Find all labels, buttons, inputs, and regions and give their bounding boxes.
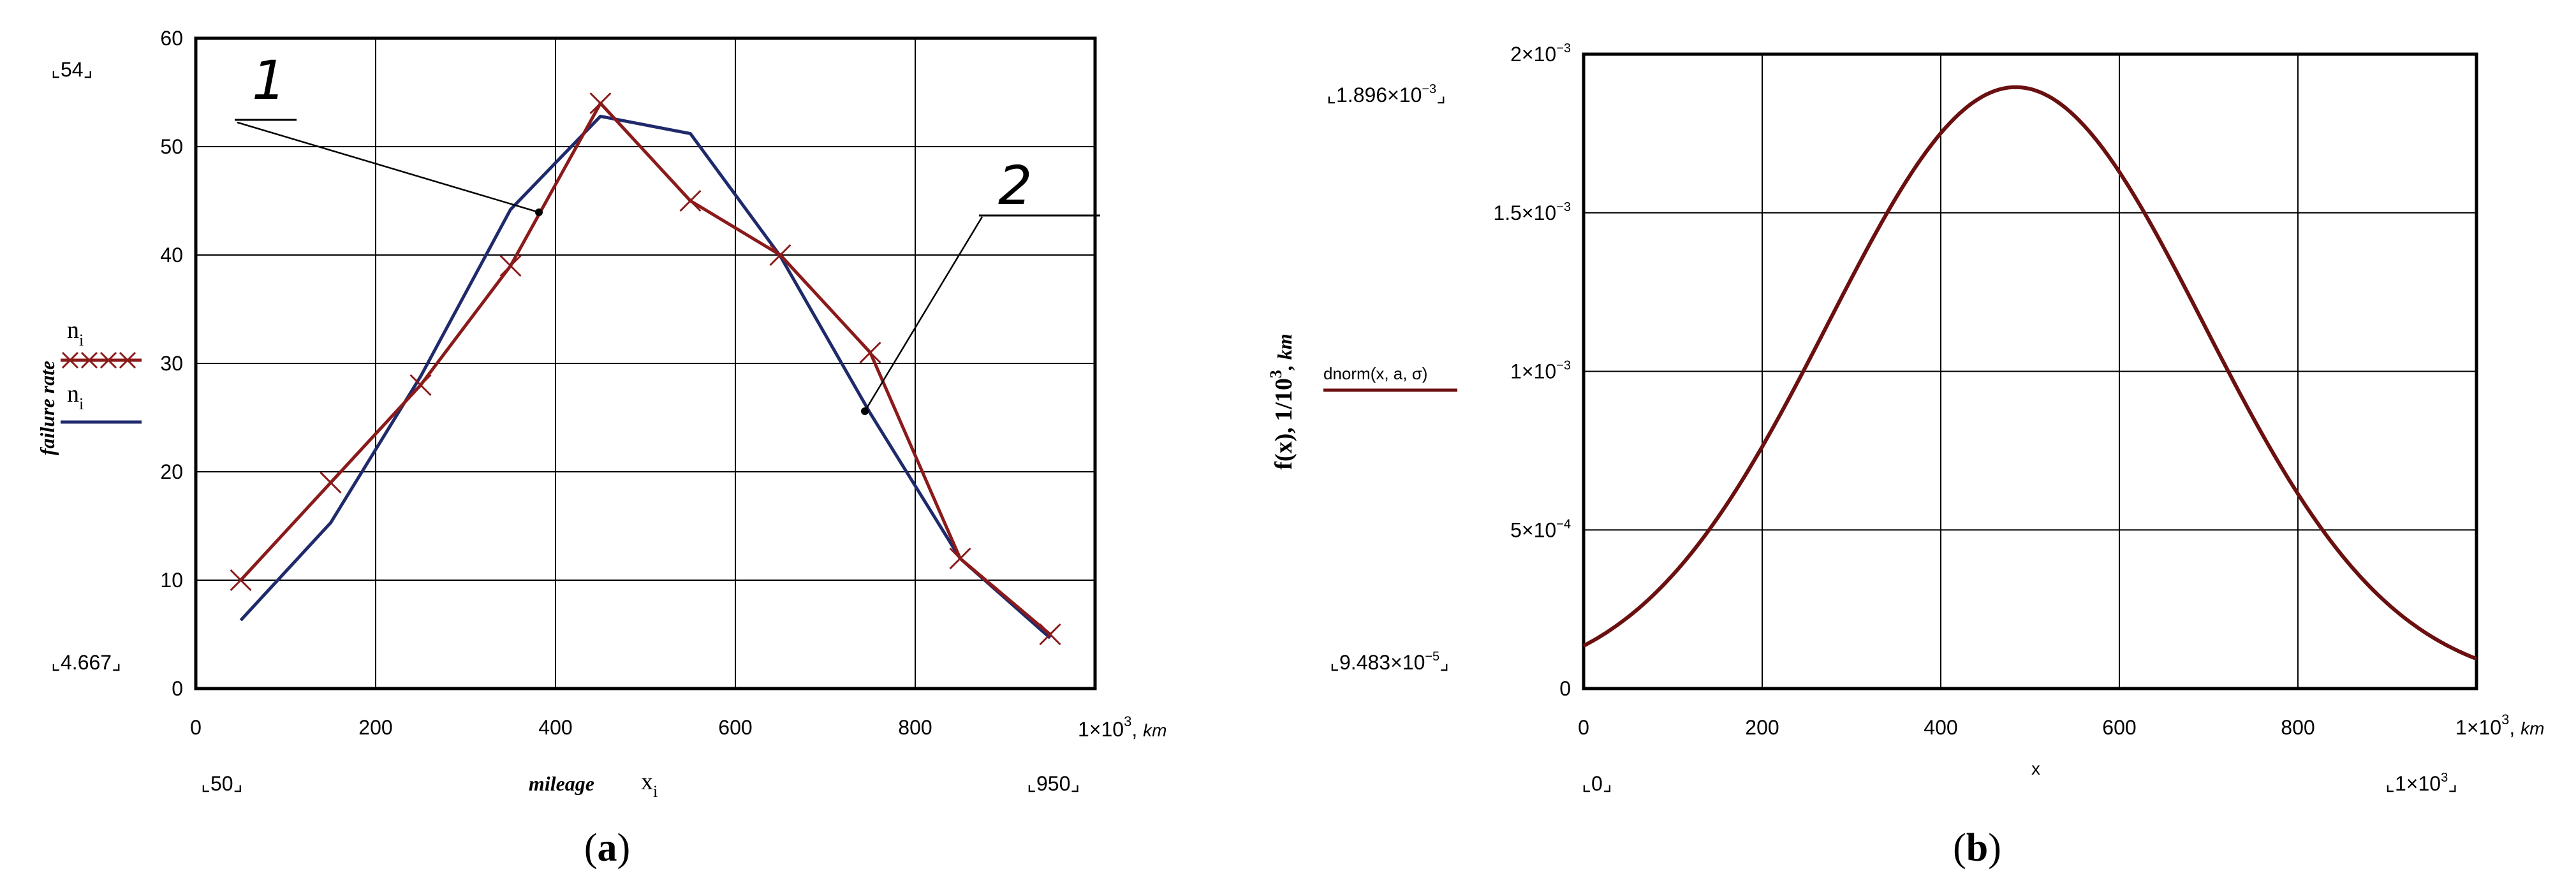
chart-b-y-axis-label: f(x), 1/103, km <box>1267 333 1297 469</box>
chart-a-data-point <box>769 244 791 266</box>
annotation-1-label: 1 <box>252 49 286 112</box>
chart-b-grid <box>1584 54 2477 689</box>
chart-a-annotation-2: 2 <box>861 154 1100 415</box>
chart-b-x-tick: 200 <box>1745 716 1779 739</box>
annotation-2-label: 2 <box>998 154 1032 217</box>
chart-a-y-tick: 10 <box>160 569 183 592</box>
chart-a-y-tick-labels: 0 10 20 30 40 50 60 <box>160 27 183 700</box>
chart-a-legend-label-1: ni <box>67 317 84 349</box>
chart-b: 0 5×10−4 1×10−3 1.5×10−3 2×10−3 0 200 400 600 80… <box>1267 41 2544 870</box>
chart-b-y-tick: 1×10−3 <box>1510 359 1571 383</box>
chart-a-series <box>230 92 1061 646</box>
chart-b-x-axis-label: x <box>2031 759 2040 778</box>
chart-a-y-tick: 60 <box>160 27 183 50</box>
chart-a-x-variable: xi <box>641 768 658 801</box>
chart-a-data-point <box>859 341 881 364</box>
chart-a-y-tick: 20 <box>160 460 183 483</box>
chart-a-x-end-tick: 1×103, km <box>1078 713 1167 741</box>
chart-a-y-tick: 50 <box>160 135 183 158</box>
chart-a-y-tick: 40 <box>160 244 183 266</box>
chart-a-plot-frame <box>194 36 1097 690</box>
chart-b-series <box>1582 85 2478 661</box>
annotation-1-leader <box>237 121 540 214</box>
chart-b-x-tick: 0 <box>1578 716 1589 739</box>
chart-b-x-tick-labels: 0 200 400 600 800 <box>1578 716 2315 739</box>
chart-a-x-tick: 400 <box>538 716 572 739</box>
chart-a-y-tick: 30 <box>160 352 183 375</box>
chart-a-x-tick: 600 <box>718 716 752 739</box>
chart-b-x-tick: 800 <box>2281 716 2315 739</box>
chart-b-y-tick: 2×10−3 <box>1510 41 1571 66</box>
chart-b-plot-frame <box>1582 52 2478 690</box>
chart-b-y-tick: 1.5×10−3 <box>1493 200 1571 224</box>
chart-a-x-tick-labels: 0 200 400 600 800 <box>190 716 932 739</box>
chart-b-y-tick: 0 <box>1559 677 1571 700</box>
chart-a-x-tick: 0 <box>190 716 202 739</box>
chart-a-x-tick: 800 <box>898 716 932 739</box>
chart-a-data-point <box>589 92 612 115</box>
chart-a-legend: ni ni <box>61 317 142 424</box>
chart-b-xmin-bracket: ⌞0⌟ <box>1582 772 1612 795</box>
chart-a-x-axis-label: mileage <box>529 772 594 795</box>
chart-b-density-curve <box>1582 85 2478 661</box>
annotation-2-leader <box>864 216 983 412</box>
chart-b-legend-label: dnorm(x, a, σ) <box>1323 364 1427 383</box>
chart-b-xmax-bracket: ⌞1×103⌟ <box>2385 771 2457 795</box>
chart-b-y-tick-labels: 0 5×10−4 1×10−3 1.5×10−3 2×10−3 <box>1493 41 1571 700</box>
chart-a-ymin-bracket: ⌞4.667⌟ <box>51 651 121 674</box>
annotation-1-point <box>535 208 543 216</box>
chart-a-data-point <box>230 569 252 592</box>
chart-a-data-point <box>320 471 342 494</box>
chart-a-series-line-2 <box>239 114 1052 639</box>
chart-a-grid <box>196 38 1095 689</box>
chart-a-data-point <box>949 547 971 570</box>
chart-a-caption: (a) <box>584 826 630 870</box>
chart-a-data-point <box>409 374 432 397</box>
chart-b-ymax-bracket: ⌞1.896×10−3⌟ <box>1327 82 1446 106</box>
chart-b-x-tick: 400 <box>1924 716 1957 739</box>
chart-a-data-point <box>679 189 702 212</box>
chart-b-y-tick: 5×10−4 <box>1510 517 1571 541</box>
chart-a-x-tick: 200 <box>358 716 392 739</box>
chart-a-y-axis-label: failure rate <box>36 361 59 455</box>
chart-a-legend-label-2: ni <box>67 381 84 413</box>
chart-a-series-line-1 <box>239 101 1052 636</box>
chart-b-caption: (b) <box>1953 826 2001 870</box>
chart-b-ymin-bracket: ⌞9.483×10−5⌟ <box>1330 650 1449 674</box>
annotation-2-point <box>861 407 869 415</box>
chart-a-annotation-1: 1 <box>235 49 543 216</box>
chart-a-data-point <box>499 254 522 277</box>
chart-a-y-tick: 0 <box>172 677 183 700</box>
chart-a-xmax-bracket: ⌞950⌟ <box>1027 772 1080 795</box>
chart-a: 0 10 20 30 40 50 60 0 200 400 600 800 1×103, km ⌞5… <box>36 27 1167 870</box>
chart-b-x-tick: 600 <box>2102 716 2136 739</box>
chart-a-legend-swatch-crossed <box>61 351 142 369</box>
chart-a-data-point <box>1039 623 1061 646</box>
chart-b-x-end-tick: 1×103, km <box>2455 712 2544 739</box>
chart-a-ymax-bracket: ⌞54⌟ <box>51 58 93 81</box>
chart-a-xmin-bracket: ⌞50⌟ <box>201 772 243 795</box>
